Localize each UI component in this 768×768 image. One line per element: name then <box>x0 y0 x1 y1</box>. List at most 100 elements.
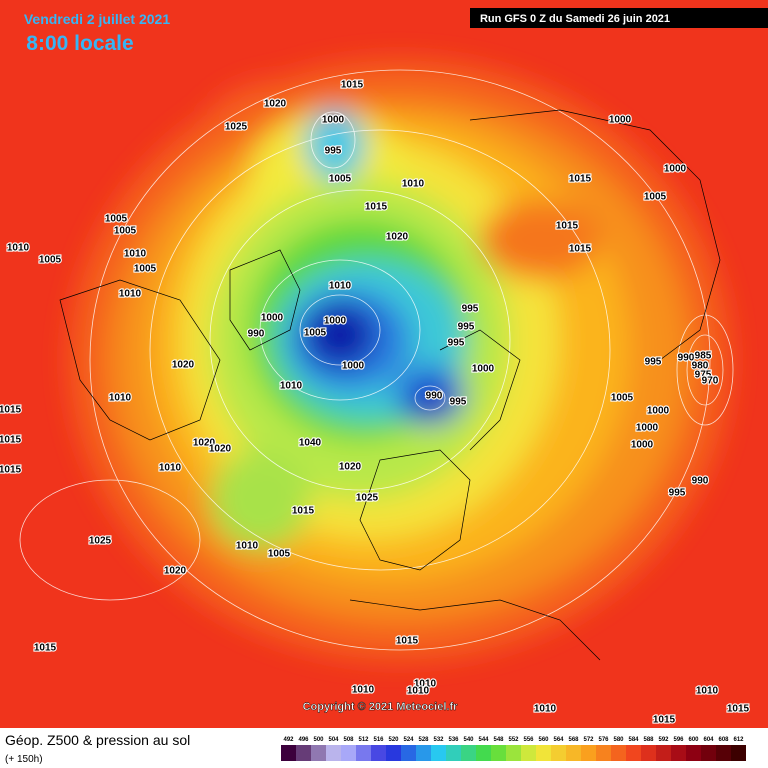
isobar-label: 1010 <box>414 679 437 690</box>
isobar-label: 1000 <box>342 361 365 372</box>
isobar-label: 990 <box>678 353 695 364</box>
isobar-label: 990 <box>426 391 443 402</box>
scale-label: 544 <box>478 737 489 743</box>
scale-label: 556 <box>523 737 534 743</box>
isobar-label: 1025 <box>225 122 248 133</box>
isobar-label: 1025 <box>89 536 112 547</box>
scale-label: 604 <box>703 737 714 743</box>
scale-swatch <box>476 745 491 761</box>
isobar-label: 1000 <box>609 115 632 126</box>
scale-swatch <box>506 745 521 761</box>
scale-swatch <box>731 745 746 761</box>
isobar-label: 975 <box>695 370 712 381</box>
scale-label: 572 <box>583 737 594 743</box>
isobar-label: 1000 <box>472 364 495 375</box>
copyright: Copyright © 2021 Meteociel.fr <box>303 701 459 713</box>
scale-swatch <box>371 745 386 761</box>
run-info: Run GFS 0 Z du Samedi 26 juin 2021 <box>480 13 670 25</box>
isobar-label: 1010 <box>159 463 182 474</box>
scale-label: 588 <box>643 737 654 743</box>
isobar-label: 1010 <box>402 179 425 190</box>
scale-label: 516 <box>373 737 384 743</box>
scale-swatch <box>416 745 431 761</box>
scale-swatch <box>386 745 401 761</box>
isobar-label: 1015 <box>341 80 364 91</box>
isobar-label: 1015 <box>365 202 388 213</box>
scale-swatch <box>656 745 671 761</box>
isobar-label: 1010 <box>696 686 719 697</box>
scale-label: 584 <box>628 737 639 743</box>
isobar-label: 1010 <box>109 393 132 404</box>
scale-label: 592 <box>658 737 669 743</box>
footer-lead: (+ 150h) <box>5 754 43 765</box>
scale-label: 520 <box>388 737 399 743</box>
scale-swatch <box>461 745 476 761</box>
scale-label: 596 <box>673 737 684 743</box>
isobar-label: 1020 <box>172 360 195 371</box>
isobar-label: 1015 <box>396 636 419 647</box>
scale-label: 508 <box>343 737 354 743</box>
scale-label: 540 <box>463 737 474 743</box>
color-scale: 492 496 500 504 508 512 516 520 524 528 532 536 540 5… <box>281 737 746 761</box>
forecast-date: Vendredi 2 juillet 2021 <box>24 11 171 27</box>
scale-swatch <box>701 745 716 761</box>
scale-swatch <box>716 745 731 761</box>
isobar-label: 1005 <box>134 264 157 275</box>
scale-label: 500 <box>313 737 324 743</box>
isobar-label: 1010 <box>119 289 142 300</box>
scale-swatch <box>566 745 581 761</box>
isobar-label: 1015 <box>34 643 57 654</box>
isobar-label: 995 <box>669 488 686 499</box>
isobar-label: 1020 <box>193 438 216 449</box>
scale-swatch <box>641 745 656 761</box>
isobar-label: 1015 <box>0 435 22 446</box>
isobar-label: 985 <box>695 351 712 362</box>
scale-swatch <box>341 745 356 761</box>
isobar-label: 995 <box>462 304 479 315</box>
scale-swatch <box>431 745 446 761</box>
isobar-label: 995 <box>450 397 467 408</box>
scale-swatch <box>581 745 596 761</box>
isobar-label: 1005 <box>105 214 128 225</box>
isobar-label: 1015 <box>0 465 22 476</box>
isobar-label: 1005 <box>268 549 291 560</box>
scale-label: 564 <box>553 737 564 743</box>
scale-label: 548 <box>493 737 504 743</box>
isobar-label: 1020 <box>386 232 409 243</box>
scale-swatch <box>686 745 701 761</box>
isobar-label: 1015 <box>569 244 592 255</box>
scale-label: 600 <box>688 737 699 743</box>
isobar-label: 1000 <box>261 313 284 324</box>
isobar-label: 1015 <box>556 221 579 232</box>
scale-label: 580 <box>613 737 624 743</box>
isobar-label: 1005 <box>304 328 327 339</box>
scale-label: 552 <box>508 737 519 743</box>
isobar-label: 1010 <box>7 243 30 254</box>
forecast-time: 8:00 locale <box>26 32 133 55</box>
isobar-label: 1005 <box>329 174 352 185</box>
scale-swatch <box>491 745 506 761</box>
isobar-label: 995 <box>448 338 465 349</box>
isobar-label: 1015 <box>292 506 315 517</box>
isobar-label: 1000 <box>647 406 670 417</box>
run-banner <box>470 8 768 28</box>
scale-swatch <box>611 745 626 761</box>
isobar-label: 990 <box>248 329 265 340</box>
isobar-label: 995 <box>645 357 662 368</box>
isobar-label: 1005 <box>39 255 62 266</box>
isobar-label: 1020 <box>164 566 187 577</box>
coastlines <box>59 109 721 661</box>
isobar-label: 1020 <box>264 99 287 110</box>
isobar-label: 1040 <box>299 438 322 449</box>
isobar-label: 1020 <box>339 462 362 473</box>
isobar-label: 1000 <box>664 164 687 175</box>
scale-swatch <box>446 745 461 761</box>
isobar-label: 1010 <box>352 685 375 696</box>
scale-label: 524 <box>403 737 414 743</box>
isobar-label: 1015 <box>727 704 750 715</box>
scale-swatch <box>311 745 326 761</box>
scale-swatch <box>551 745 566 761</box>
isobar-label: 1015 <box>569 174 592 185</box>
scale-swatch <box>626 745 641 761</box>
isobar-label: 1010 <box>407 686 430 697</box>
